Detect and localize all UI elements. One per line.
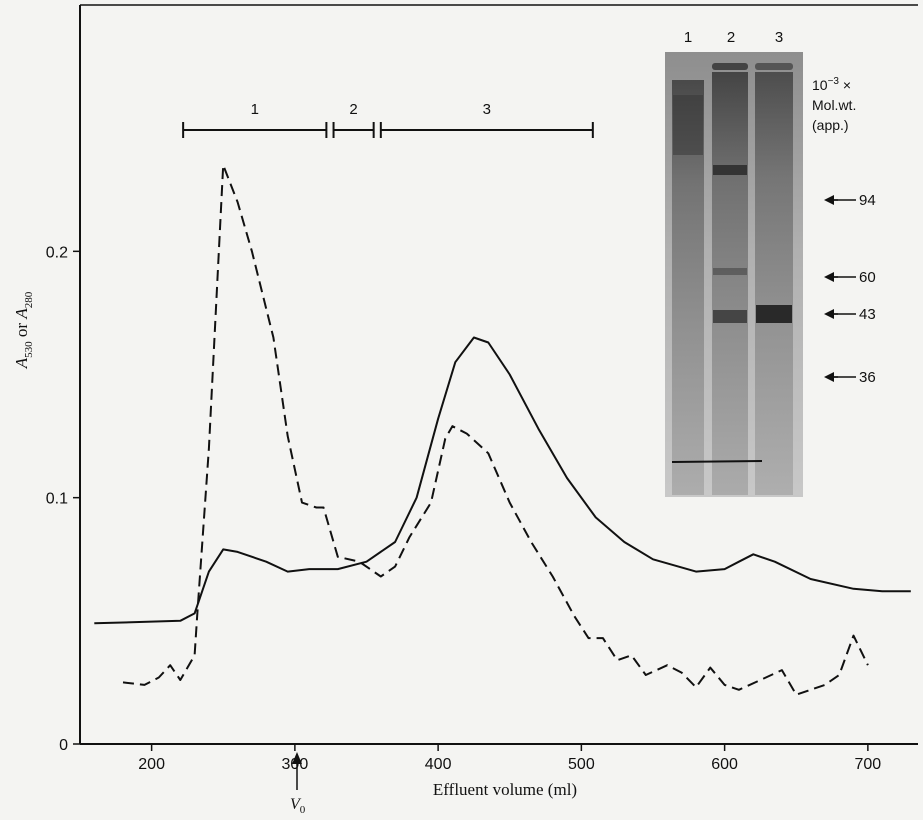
mol-wt-marker-label: 43 [859, 306, 876, 323]
fraction-range-label: 2 [349, 101, 357, 118]
y-tick-label: 0.1 [46, 491, 68, 508]
mol-wt-marker-label: 36 [859, 369, 876, 386]
x-axis-label: Effluent volume (ml) [433, 780, 577, 799]
y-label-or: or [12, 319, 31, 342]
gel-lane-label-3: 3 [775, 29, 783, 46]
x-tick-label: 200 [138, 756, 165, 773]
gel-well-3 [755, 63, 793, 70]
gel-lane-3 [755, 72, 793, 495]
fraction-range-label: 1 [251, 101, 259, 118]
mol-wt-header-line3: (app.) [812, 117, 849, 133]
x-tick-label: 500 [568, 756, 595, 773]
data-series [94, 164, 911, 696]
mol-wt-header-line2: Mol.wt. [812, 97, 856, 113]
gel-lane-2 [712, 72, 748, 495]
y-tick-label: 0 [59, 737, 68, 754]
x-tick-label: 400 [425, 756, 452, 773]
y-ticks: 0 0.1 0.2 [46, 244, 80, 754]
void-volume-marker: V0 [290, 752, 306, 816]
gel-well-2 [712, 63, 748, 70]
mol-wt-markers: 94 60 43 36 [824, 192, 876, 386]
mol-wt-marker-label: 60 [859, 269, 876, 286]
x-tick-label: 300 [282, 756, 309, 773]
v0-arrow-head [292, 752, 302, 764]
gel-band-lane3-43 [756, 305, 792, 323]
gel-band-lane1-upper [673, 95, 703, 155]
mol-wt-header-line1: 10−3 × [812, 76, 851, 93]
gel-band-lane2-43 [713, 310, 747, 323]
gel-band-lane2-94 [713, 165, 747, 175]
x-tick-label: 700 [855, 756, 882, 773]
mol-wt-arrow-head [824, 195, 834, 205]
y-tick-label: 0.2 [46, 244, 68, 261]
fraction-range-label: 3 [483, 101, 491, 118]
y-label-a: A [12, 357, 31, 369]
mol-wt-arrow-head [824, 372, 834, 382]
dashed-series-line [122, 164, 869, 696]
plot-axes [79, 4, 918, 745]
y-axis-label: A530 or A280 [12, 291, 35, 369]
y-label-sub1: 530 [23, 341, 35, 358]
mol-wt-arrow-head [824, 309, 834, 319]
gel-band-lane2-60 [713, 268, 747, 275]
y-label-b: A [12, 308, 31, 320]
gel-dye-front [671, 460, 763, 463]
gel-lane-label-2: 2 [727, 29, 735, 46]
fraction-ranges: 1 2 3 [182, 101, 594, 138]
solid-series-line [94, 336, 911, 625]
mol-wt-marker-label: 94 [859, 192, 876, 209]
x-tick-label: 600 [711, 756, 738, 773]
x-ticks: 200 300 400 500 600 700 [138, 744, 881, 773]
gel-lane-label-1: 1 [684, 29, 692, 46]
v0-label: V0 [290, 796, 306, 816]
y-label-sub2: 280 [23, 291, 35, 308]
gel-inset: 1 2 3 10−3 × Mol.wt. (app.) 94 60 43 36 [665, 29, 876, 497]
mol-wt-arrow-head [824, 272, 834, 282]
